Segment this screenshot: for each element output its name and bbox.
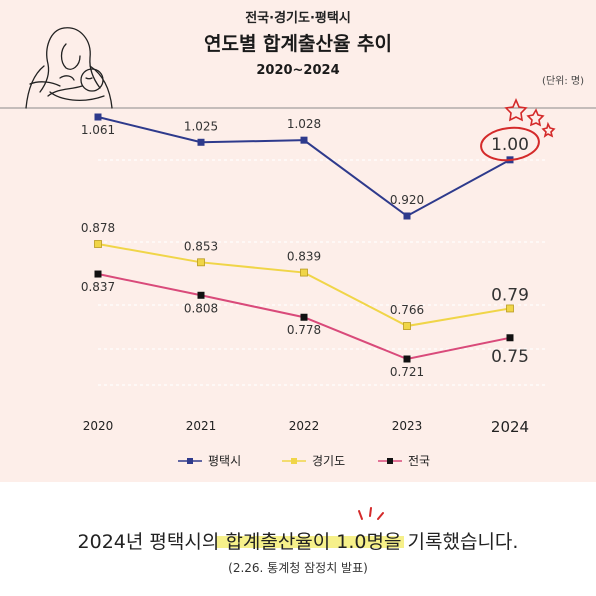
chart-title: 연도별 합계출산율 추이 bbox=[204, 33, 392, 55]
data-point bbox=[197, 291, 205, 299]
data-point bbox=[506, 304, 514, 313]
legend-label: 경기도 bbox=[312, 454, 345, 468]
data-point bbox=[403, 212, 411, 220]
chart-supertitle: 전국·경기도·평택시 bbox=[245, 10, 351, 26]
data-point bbox=[94, 240, 102, 248]
data-point bbox=[300, 313, 308, 321]
data-point bbox=[94, 113, 102, 121]
data-label: 0.853 bbox=[184, 239, 218, 253]
data-label: 1.00 bbox=[491, 135, 529, 155]
data-label: 0.920 bbox=[390, 193, 424, 207]
data-label: 0.75 bbox=[491, 347, 529, 367]
caption-part-before: 2024년 평택시의 bbox=[78, 531, 226, 553]
x-axis: 2020 2021 2022 2023 2024 bbox=[83, 418, 529, 436]
x-tick-label: 2021 bbox=[186, 419, 217, 433]
data-label: 1.061 bbox=[81, 123, 115, 137]
data-label: 0.837 bbox=[81, 280, 115, 294]
data-label: 0.878 bbox=[81, 221, 115, 235]
data-label: 0.778 bbox=[287, 323, 321, 337]
data-label: 1.028 bbox=[287, 117, 321, 131]
legend-marker bbox=[387, 458, 393, 464]
star-icon bbox=[526, 108, 545, 127]
data-label: 0.808 bbox=[184, 301, 218, 315]
mother-holding-baby-icon bbox=[25, 27, 113, 109]
data-label: 1.025 bbox=[184, 119, 218, 133]
star-icon bbox=[541, 121, 556, 138]
data-point bbox=[403, 322, 411, 330]
unit-label: (단위: 명) bbox=[542, 74, 584, 87]
data-point bbox=[403, 355, 411, 363]
sparkle-icon bbox=[358, 507, 384, 520]
legend: 평택시 경기도 전국 bbox=[178, 454, 430, 468]
data-point bbox=[300, 268, 308, 277]
gridlines bbox=[98, 159, 545, 386]
highlight-annotation bbox=[480, 97, 556, 162]
data-point bbox=[300, 136, 308, 144]
data-point bbox=[506, 334, 514, 342]
data-point bbox=[94, 270, 102, 278]
data-label: 0.79 bbox=[491, 285, 529, 305]
data-label: 0.766 bbox=[390, 303, 424, 317]
highlight-circle bbox=[480, 126, 540, 162]
star-icon bbox=[504, 97, 528, 122]
data-label: 0.721 bbox=[390, 365, 424, 379]
data-label: 0.839 bbox=[287, 250, 321, 264]
legend-label: 전국 bbox=[408, 454, 430, 468]
caption-part-after: 을 기록했습니다. bbox=[384, 531, 518, 553]
caption-part-highlight: 합계출산율이 1.0명 bbox=[225, 531, 384, 553]
legend-marker bbox=[187, 458, 193, 464]
caption: 2024년 평택시의 합계출산율이 1.0명을 기록했습니다. bbox=[78, 531, 519, 553]
data-point bbox=[197, 138, 205, 146]
x-tick-label: 2024 bbox=[491, 418, 529, 436]
x-tick-label: 2023 bbox=[392, 419, 423, 433]
data-point bbox=[197, 258, 205, 267]
chart-subtitle: 2020~2024 bbox=[256, 63, 339, 78]
x-tick-label: 2020 bbox=[83, 419, 114, 433]
text-highlight-marker bbox=[216, 536, 404, 548]
x-tick-label: 2022 bbox=[289, 419, 320, 433]
source-note: (2.26. 통계청 잠정치 발표) bbox=[228, 561, 368, 575]
legend-label: 평택시 bbox=[208, 454, 241, 468]
legend-marker bbox=[291, 458, 297, 464]
series-layer: 1.061 1.025 1.028 0.920 1.00 0.878 0.853 0.839 0… bbox=[81, 113, 529, 379]
